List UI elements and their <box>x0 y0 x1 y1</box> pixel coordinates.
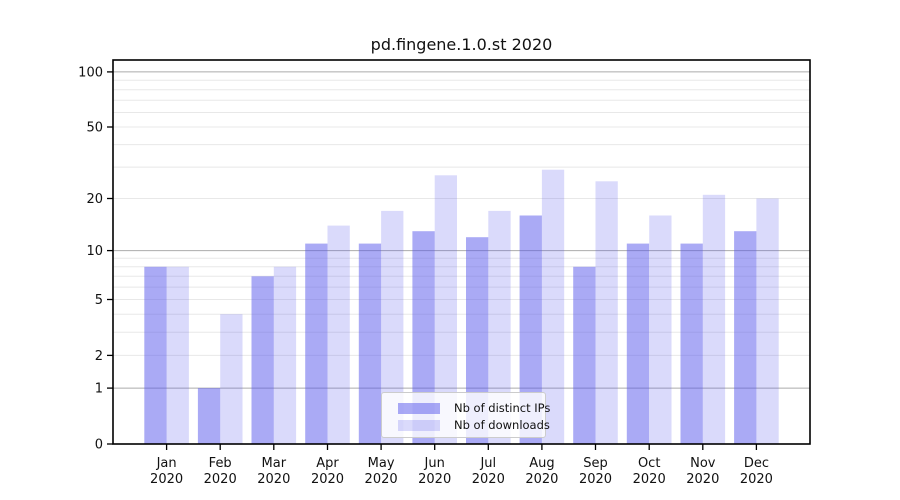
bar-nb-of-downloads-jan-2020 <box>166 266 189 444</box>
bar-nb-of-distinct-ips-oct-2020 <box>626 243 650 444</box>
y-ticklabel-20: 20 <box>86 192 103 207</box>
x-ticklabel-jul: Jul <box>479 456 496 471</box>
x-ticklabel-oct-year: 2020 <box>633 472 666 487</box>
bar-nb-of-distinct-ips-mar-2020 <box>251 276 274 444</box>
y-ticklabel-1: 1 <box>95 382 103 397</box>
x-axis: Jan2020Feb2020Mar2020Apr2020May2020Jun20… <box>150 444 773 487</box>
x-ticklabel-dec: Dec <box>744 456 769 471</box>
y-ticklabel-10: 10 <box>86 244 103 259</box>
x-ticklabel-apr: Apr <box>316 456 339 471</box>
x-ticklabel-jul-year: 2020 <box>472 472 505 487</box>
x-ticklabel-dec-year: 2020 <box>740 472 773 487</box>
bar-nb-of-distinct-ips-dec-2020 <box>734 231 757 444</box>
bar-nb-of-distinct-ips-may-2020 <box>358 243 382 444</box>
x-ticklabel-mar-year: 2020 <box>257 472 290 487</box>
x-ticklabel-apr-year: 2020 <box>311 472 344 487</box>
y-ticklabel-5: 5 <box>95 293 103 308</box>
x-ticklabel-oct: Oct <box>638 456 660 471</box>
x-ticklabel-may: May <box>368 456 395 471</box>
x-ticklabel-feb-year: 2020 <box>204 472 237 487</box>
plot-border <box>112 59 811 445</box>
bar-nb-of-downloads-nov-2020 <box>702 194 726 444</box>
bar-nb-of-distinct-ips-nov-2020 <box>680 243 703 444</box>
x-ticklabel-sep: Sep <box>583 456 608 471</box>
x-ticklabel-nov-year: 2020 <box>686 472 719 487</box>
x-ticklabel-feb: Feb <box>209 456 232 471</box>
bar-nb-of-distinct-ips-aug-2020 <box>519 215 542 444</box>
legend-label-distinct-ips: Nb of distinct IPs <box>454 401 551 415</box>
bar-nb-of-distinct-ips-apr-2020 <box>305 243 328 444</box>
bar-nb-of-distinct-ips-feb-2020 <box>197 388 221 444</box>
y-ticklabel-2: 2 <box>95 349 103 364</box>
x-ticklabel-jan: Jan <box>156 456 177 471</box>
y-ticklabel-0: 0 <box>95 438 103 453</box>
x-ticklabel-may-year: 2020 <box>365 472 398 487</box>
y-gridlines <box>113 71 810 389</box>
legend: Nb of distinct IPs Nb of downloads <box>381 392 550 438</box>
x-ticklabel-jun: Jun <box>424 456 445 471</box>
bar-nb-of-downloads-sep-2020 <box>595 181 618 445</box>
bar-nb-of-distinct-ips-sep-2020 <box>573 266 596 444</box>
bar-nb-of-downloads-jul-2020 <box>488 210 511 444</box>
x-ticklabel-sep-year: 2020 <box>579 472 612 487</box>
x-ticklabel-aug: Aug <box>529 456 554 471</box>
x-ticklabel-aug-year: 2020 <box>525 472 558 487</box>
bar-nb-of-downloads-dec-2020 <box>756 198 779 444</box>
y-ticklabel-50: 50 <box>86 121 103 136</box>
legend-label-downloads: Nb of downloads <box>454 418 550 432</box>
bar-nb-of-downloads-jun-2020 <box>434 175 457 445</box>
x-ticklabel-mar: Mar <box>262 456 287 471</box>
bar-nb-of-distinct-ips-jun-2020 <box>412 231 435 444</box>
bar-nb-of-downloads-oct-2020 <box>649 215 672 444</box>
legend-item-downloads: Nb of downloads <box>398 417 550 433</box>
legend-item-distinct-ips: Nb of distinct IPs <box>398 400 550 416</box>
legend-swatch-distinct-ips <box>398 402 440 414</box>
y-axis: 0 1 2 5 10 20 50 100 <box>78 65 113 453</box>
bar-nb-of-downloads-apr-2020 <box>327 225 350 444</box>
bar-nb-of-downloads-may-2020 <box>381 210 404 444</box>
bar-nb-of-downloads-feb-2020 <box>220 314 243 444</box>
bar-nb-of-distinct-ips-jan-2020 <box>144 266 167 444</box>
x-ticklabel-nov: Nov <box>690 456 716 471</box>
x-ticklabel-jun-year: 2020 <box>418 472 451 487</box>
y-ticklabel-100: 100 <box>78 65 103 80</box>
bar-nb-of-downloads-mar-2020 <box>273 266 297 444</box>
bar-nb-of-downloads-aug-2020 <box>541 169 565 444</box>
legend-swatch-downloads <box>398 419 440 431</box>
chart-title: pd.fingene.1.0.st 2020 <box>370 35 553 54</box>
x-ticklabel-jan-year: 2020 <box>150 472 183 487</box>
